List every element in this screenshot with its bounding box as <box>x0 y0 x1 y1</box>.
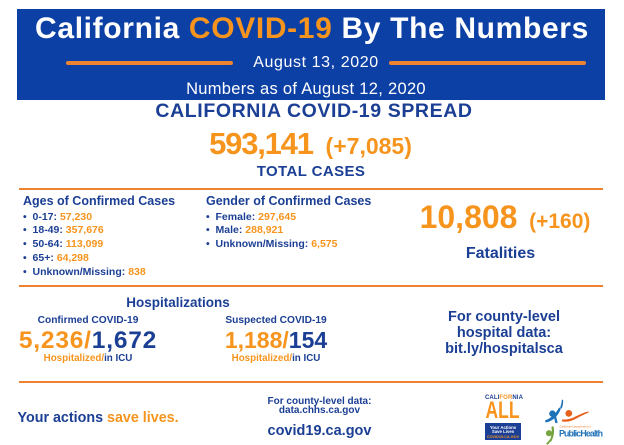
svg-text:California Department of: California Department of <box>560 425 592 429</box>
svg-text:ALL: ALL <box>486 401 520 420</box>
svg-text:PublicHealth: PublicHealth <box>559 429 603 439</box>
